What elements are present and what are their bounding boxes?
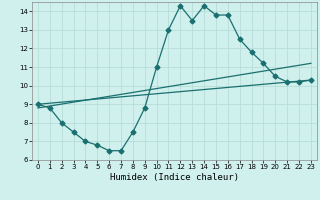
X-axis label: Humidex (Indice chaleur): Humidex (Indice chaleur) [110, 173, 239, 182]
